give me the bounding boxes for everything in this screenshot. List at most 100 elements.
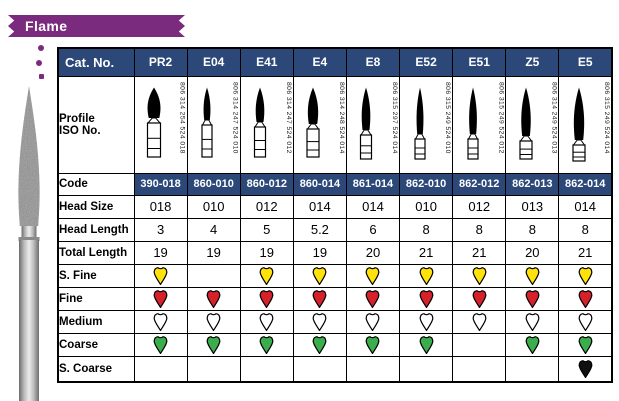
bur-profile-wrap bbox=[560, 77, 611, 172]
head-size-cell: 018 bbox=[133, 194, 188, 219]
grit-diamond-icon bbox=[366, 312, 380, 331]
grit-cell-s_fine bbox=[505, 263, 560, 288]
code-cell: 862-013 bbox=[505, 172, 560, 196]
grit-diamond-icon bbox=[206, 335, 221, 354]
iso-number: 806 315 249 524 010 bbox=[444, 81, 452, 154]
grit-diamond-icon bbox=[578, 289, 593, 308]
grit-cell-fine bbox=[186, 286, 241, 311]
grit-diamond-icon bbox=[206, 312, 221, 331]
grit-cell-s_coarse bbox=[452, 355, 507, 383]
grit-diamond-icon bbox=[472, 266, 487, 285]
row-label-head_size: Head Size bbox=[57, 194, 135, 219]
bur-profile-wrap bbox=[454, 77, 505, 172]
grit-diamond-icon bbox=[366, 289, 380, 308]
section-title: Flame bbox=[25, 18, 68, 34]
head-size-cell: 013 bbox=[505, 194, 560, 219]
grit-cell-fine bbox=[345, 286, 401, 311]
bur-profile-wrap bbox=[188, 77, 239, 172]
profile-cell-e5: 806 315 249 524 014 bbox=[558, 75, 613, 174]
grit-cell-s_coarse bbox=[558, 355, 613, 383]
grit-cell-coarse bbox=[239, 332, 294, 357]
grit-cell-medium bbox=[133, 309, 188, 334]
grit-diamond-icon bbox=[312, 289, 327, 308]
iso-label: ISO No. bbox=[59, 124, 101, 137]
row-label-s_fine: S. Fine bbox=[57, 263, 135, 288]
grit-cell-fine bbox=[505, 286, 560, 311]
row-label-coarse: Coarse bbox=[57, 332, 135, 357]
profile-cell-z5: 806 314 249 524 013 bbox=[505, 75, 560, 174]
grit-diamond-icon bbox=[153, 266, 168, 285]
total-length-cell: 20 bbox=[505, 240, 560, 265]
grit-cell-medium bbox=[399, 309, 454, 334]
grit-diamond-icon bbox=[578, 335, 593, 354]
bur-profile-icon bbox=[254, 87, 267, 158]
profile-cell-e52: 806 315 249 524 010 bbox=[399, 75, 454, 174]
bur-profile-icon bbox=[306, 87, 320, 158]
head-length-cell: 8 bbox=[399, 217, 454, 242]
iso-number: 806 315 249 524 014 bbox=[603, 81, 610, 154]
iso-number: 806 314 249 524 013 bbox=[550, 81, 558, 154]
bur-profile-icon bbox=[146, 87, 162, 158]
grit-cell-s_fine bbox=[399, 263, 454, 288]
grit-diamond-icon bbox=[419, 289, 434, 308]
head-length-cell: 6 bbox=[345, 217, 401, 242]
grit-diamond-icon bbox=[259, 335, 274, 354]
column-header-e8: E8 bbox=[345, 47, 401, 77]
head-length-cell: 5 bbox=[239, 217, 294, 242]
row-label-profile-iso: Profile ISO No. bbox=[57, 75, 135, 174]
grit-cell-s_coarse bbox=[186, 355, 241, 383]
total-length-cell: 21 bbox=[399, 240, 454, 265]
grit-cell-coarse bbox=[505, 332, 560, 357]
profile-cell-e04: 806 314 247 524 010 bbox=[186, 75, 241, 174]
row-label-code: Code bbox=[57, 172, 135, 196]
grit-cell-fine bbox=[452, 286, 507, 311]
grit-cell-fine bbox=[558, 286, 613, 311]
total-length-cell: 19 bbox=[239, 240, 294, 265]
code-cell: 390-018 bbox=[133, 172, 188, 196]
head-size-cell: 014 bbox=[558, 194, 613, 219]
iso-number: 806 314 248 524 014 bbox=[337, 81, 345, 154]
grit-diamond-icon bbox=[259, 312, 274, 331]
grit-diamond-icon bbox=[472, 312, 487, 331]
grit-cell-s_coarse bbox=[345, 355, 401, 383]
head-size-cell: 014 bbox=[345, 194, 401, 219]
iso-number: 806 315 297 524 014 bbox=[391, 81, 399, 154]
iso-number: 806 314 254 524 018 bbox=[178, 81, 186, 154]
spec-table: Cat. No. PR2 E04 E41 E4 E8 E52 E51 Z5 E5 Profile I… bbox=[57, 47, 613, 383]
grit-cell-fine bbox=[239, 286, 294, 311]
code-cell: 860-010 bbox=[186, 172, 241, 196]
grit-diamond-icon bbox=[525, 335, 540, 354]
head-size-cell: 014 bbox=[292, 194, 347, 219]
grit-diamond-icon bbox=[419, 266, 434, 285]
column-header-e52: E52 bbox=[399, 47, 454, 77]
row-label-total_length: Total Length bbox=[57, 240, 135, 265]
total-length-cell: 19 bbox=[133, 240, 188, 265]
head-size-cell: 012 bbox=[239, 194, 294, 219]
column-header-e41: E41 bbox=[239, 47, 294, 77]
bur-profile-icon bbox=[201, 87, 213, 158]
bur-profile-icon bbox=[572, 87, 586, 162]
bur-profile-wrap bbox=[294, 77, 345, 172]
head-size-cell: 010 bbox=[186, 194, 241, 219]
grit-cell-coarse bbox=[292, 332, 347, 357]
bur-profile-wrap bbox=[507, 77, 558, 172]
profile-label: Profile bbox=[59, 112, 95, 125]
grit-cell-medium bbox=[239, 309, 294, 334]
grit-cell-s_coarse bbox=[292, 355, 347, 383]
grit-cell-coarse bbox=[558, 332, 613, 357]
profile-cell-e41: 806 314 247 524 012 bbox=[239, 75, 294, 174]
grit-cell-s_coarse bbox=[239, 355, 294, 383]
grit-diamond-icon bbox=[419, 312, 434, 331]
row-label-fine: Fine bbox=[57, 286, 135, 311]
grit-cell-fine bbox=[399, 286, 454, 311]
grit-cell-medium bbox=[452, 309, 507, 334]
grit-cell-medium bbox=[345, 309, 401, 334]
column-header-e5: E5 bbox=[558, 47, 613, 77]
grit-cell-s_fine bbox=[239, 263, 294, 288]
row-label-s_coarse: S. Coarse bbox=[57, 355, 135, 383]
iso-number: 806 314 247 524 012 bbox=[284, 81, 292, 154]
grit-diamond-icon bbox=[312, 335, 327, 354]
head-length-cell: 5.2 bbox=[292, 217, 347, 242]
code-cell: 862-012 bbox=[452, 172, 507, 196]
